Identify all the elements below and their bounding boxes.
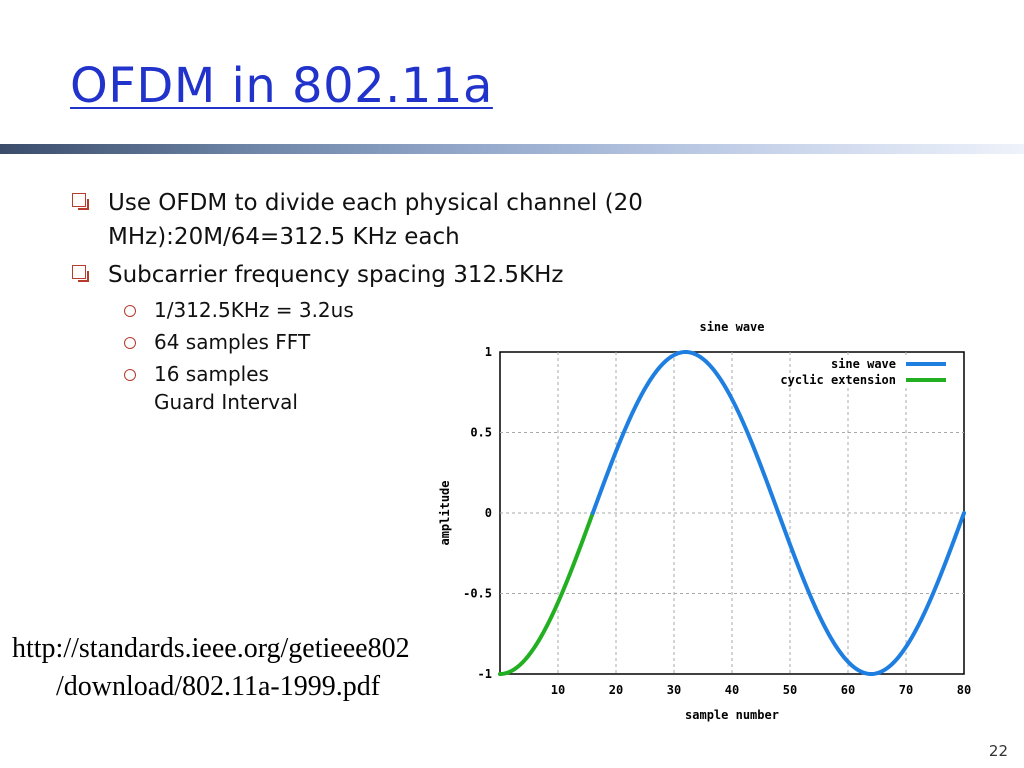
circle-bullet-icon [124, 337, 136, 349]
x-tick-label: 80 [957, 683, 971, 697]
chart-title: sine wave [699, 320, 764, 334]
sub-bullet-item: 16 samples Guard Interval [70, 360, 770, 416]
sub-bullet-text: 16 samples [154, 362, 269, 386]
sine-wave-line [590, 349, 966, 677]
legend: sine wave cyclic extension [780, 356, 960, 388]
x-tick-label: 10 [551, 683, 565, 697]
x-tick-label: 60 [841, 683, 855, 697]
x-tick-label: 30 [667, 683, 681, 697]
axis-ticks: 10 20 30 40 50 60 70 80 1 0.5 0 -0.5 -1 [463, 345, 971, 697]
sub-bullet-item: 64 samples FFT [70, 328, 770, 356]
legend-label-cyclic: cyclic extension [780, 373, 896, 387]
sine-wave-chart: 10 20 30 40 50 60 70 80 1 0.5 0 -0.5 -1 sine wave sa… [438, 320, 971, 722]
page-number: 22 [988, 742, 1008, 760]
y-tick-label: 0 [485, 506, 492, 520]
x-axis-label: sample number [685, 708, 779, 722]
sub-bullet-text: 64 samples FFT [154, 330, 311, 354]
slide-title: OFDM in 802.11a [70, 58, 493, 114]
y-tick-label: 0.5 [470, 426, 492, 440]
reference-link[interactable]: http://standards.ieee.org/getieee802 /do… [12, 630, 410, 706]
x-tick-label: 20 [609, 683, 623, 697]
bullet-list: Use OFDM to divide each physical channel… [70, 186, 770, 416]
sub-bullet-text-continued: Guard Interval [154, 390, 298, 414]
bullet-item: Use OFDM to divide each physical channel… [70, 186, 770, 254]
reference-link-line2[interactable]: /download/802.11a-1999.pdf [56, 671, 381, 702]
bullet-item: Subcarrier frequency spacing 312.5KHz [70, 258, 770, 292]
bullet-text: Subcarrier frequency spacing 312.5KHz [108, 262, 564, 288]
square-bullet-icon [72, 265, 89, 282]
y-axis-label: amplitude [438, 480, 452, 545]
y-tick-label: -1 [478, 667, 492, 681]
x-tick-label: 70 [899, 683, 913, 697]
reference-link-line1[interactable]: http://standards.ieee.org/getieee802 [12, 633, 410, 664]
cyclic-extension-line [498, 511, 595, 676]
y-tick-label: -0.5 [463, 587, 492, 601]
sub-bullet-item: 1/312.5KHz = 3.2us [70, 296, 770, 324]
grid-lines [500, 352, 964, 674]
bullet-text: Use OFDM to divide each physical channel… [108, 190, 643, 250]
circle-bullet-icon [124, 369, 136, 381]
x-tick-label: 50 [783, 683, 797, 697]
title-divider [0, 144, 1024, 154]
square-bullet-icon [72, 193, 89, 210]
legend-label-sine: sine wave [831, 357, 896, 371]
sub-bullet-text: 1/312.5KHz = 3.2us [154, 298, 354, 322]
circle-bullet-icon [124, 305, 136, 317]
y-tick-label: 1 [485, 345, 492, 359]
x-tick-label: 40 [725, 683, 739, 697]
